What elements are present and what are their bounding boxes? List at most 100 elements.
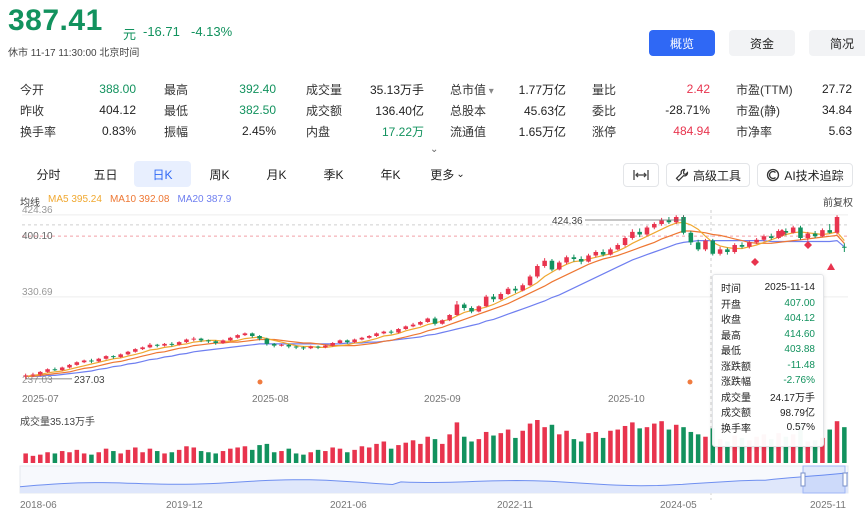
candle-body — [264, 338, 270, 344]
forward-adjusted-label[interactable]: 前复权 — [823, 198, 853, 209]
volume-bar — [644, 427, 650, 463]
caret-down-icon[interactable]: ▾ — [486, 85, 494, 97]
candle-body — [732, 245, 737, 252]
fit-width-button[interactable] — [623, 163, 659, 187]
stat-label: 最低 — [164, 103, 189, 118]
candle-body — [483, 296, 489, 307]
overview-x-label: 2024-05 — [660, 500, 697, 511]
volume-bar — [381, 441, 387, 463]
candle-body — [198, 338, 204, 341]
tooltip-label: 成交额 — [721, 408, 751, 420]
candle-body — [191, 338, 197, 340]
candle-body — [652, 224, 657, 228]
stat-value: 136.40亿 — [375, 103, 424, 118]
candle-body — [842, 246, 847, 248]
tab-monthly-k[interactable]: 月K — [266, 167, 287, 182]
candle-body — [403, 326, 409, 329]
candle-body — [140, 347, 145, 350]
ai-tracking-button[interactable]: AI技术追踪 — [757, 163, 853, 187]
volume-bar — [535, 420, 540, 463]
y-tick-label: 400.10 — [22, 231, 53, 242]
stat-value: 27.72 — [821, 82, 852, 96]
stat-cell: 内盘 17.22万 — [306, 122, 424, 140]
stat-value: 1.65万亿 — [518, 124, 566, 139]
overview-line — [19, 472, 849, 488]
stat-label: 最高 — [164, 82, 189, 97]
overview-x-label: 2025-11 — [810, 500, 846, 511]
volume-bar — [220, 451, 226, 463]
volume-bar — [374, 443, 379, 463]
candle-body — [461, 304, 467, 308]
overview-x-label: 2019-12 — [166, 500, 203, 511]
tooltip-label: 成交量 — [721, 392, 751, 404]
tab-daily-k[interactable]: 日K — [134, 161, 191, 187]
volume-bar — [213, 453, 218, 463]
stat-label: 量比 — [592, 82, 617, 97]
stat-cell: 今开 388.00 — [20, 80, 136, 98]
current-price: 387.41 — [8, 4, 103, 37]
tab-weekly-k[interactable]: 周K — [209, 167, 230, 182]
candle-body — [695, 242, 701, 250]
tab-overview[interactable]: 概览 — [649, 30, 715, 56]
tab-five-day[interactable]: 五日 — [93, 167, 118, 182]
candle-body — [578, 259, 584, 262]
volume-bar — [366, 447, 372, 463]
event-diamond — [778, 229, 786, 237]
volume-bar — [345, 452, 350, 463]
volume-bar — [695, 434, 701, 463]
volume-bar — [293, 453, 299, 463]
candle-body — [257, 336, 262, 339]
volume-bar — [81, 453, 87, 463]
advanced-tools-button[interactable]: 高级工具 — [666, 163, 750, 187]
candle-body — [820, 230, 825, 237]
stat-label: 市净率 — [736, 124, 773, 139]
tab-profile[interactable]: 简况 — [809, 30, 865, 56]
volume-bar — [571, 439, 577, 463]
volume-bar — [228, 448, 233, 463]
candle-body — [374, 333, 379, 336]
candle-body — [505, 288, 511, 294]
tab-capital[interactable]: 资金 — [729, 30, 795, 56]
tooltip-value: 24.17万手 — [769, 392, 815, 404]
stat-value: 388.00 — [99, 82, 136, 96]
tab-quarterly-k[interactable]: 季K — [323, 167, 344, 182]
candle-body — [366, 336, 372, 338]
candle-body — [710, 240, 716, 254]
candle-body — [352, 339, 357, 343]
stat-value: 484.94 — [673, 124, 710, 138]
x-axis-label: 2025-08 — [252, 394, 289, 405]
volume-bar — [271, 452, 277, 463]
overview-handle-left — [800, 472, 806, 487]
candle-body — [739, 245, 745, 247]
tab-yearly-k[interactable]: 年K — [380, 167, 401, 182]
candle-body — [308, 346, 314, 349]
volume-bar — [352, 449, 357, 463]
y-tick-label: 330.69 — [22, 287, 53, 298]
stat-cell: 换手率 0.83% — [20, 122, 136, 140]
candle-body — [747, 242, 752, 247]
volume-bar — [330, 447, 335, 463]
volume-bar — [184, 446, 189, 463]
expand-stats-chevron-icon[interactable]: ⌄ — [430, 144, 439, 155]
stat-label: 市盈(TTM) — [736, 82, 793, 97]
volume-bar — [125, 449, 131, 463]
ma-legend: 均线 MA5 395.24 MA10 392.08 MA20 387.9 — [20, 194, 231, 209]
candle-body — [425, 318, 430, 322]
stat-cell: 成交额 136.40亿 — [306, 101, 424, 119]
candle-body — [30, 374, 36, 376]
volume-bar — [235, 447, 240, 463]
candle-body — [162, 343, 167, 346]
tab-more-label: 更多 — [430, 167, 455, 182]
volume-bar — [111, 451, 116, 463]
candle-body — [754, 239, 759, 243]
candle-body — [834, 217, 840, 233]
candle-body — [330, 343, 335, 346]
volume-bar — [469, 441, 474, 463]
candle-body — [630, 231, 635, 238]
volume-bar — [652, 423, 657, 463]
stat-cell: 振幅 2.45% — [164, 122, 276, 140]
candle-body — [396, 329, 401, 333]
tab-more[interactable]: 更多 ⌄ — [419, 161, 476, 187]
tab-intraday[interactable]: 分时 — [36, 167, 61, 182]
volume-bar — [637, 428, 642, 463]
